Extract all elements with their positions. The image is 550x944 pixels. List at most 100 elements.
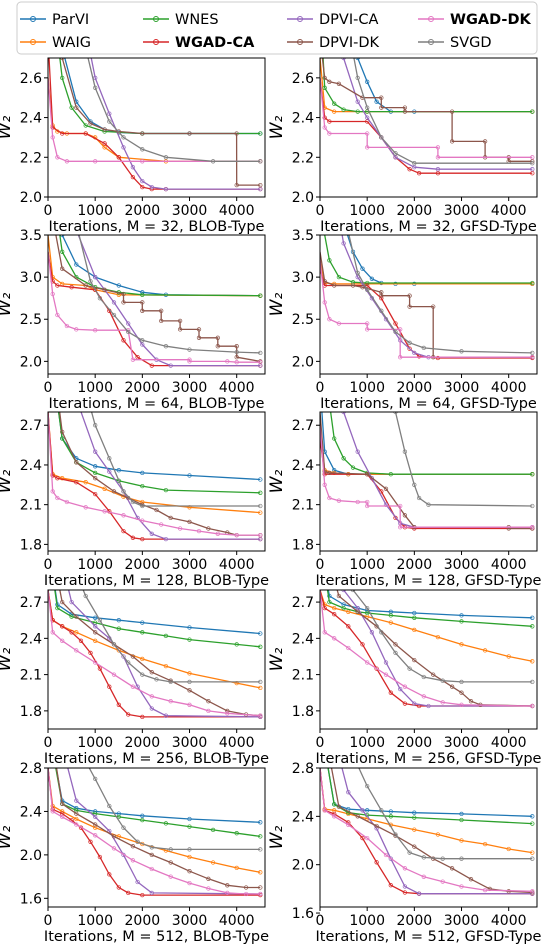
data-point xyxy=(60,131,65,136)
y-tick-label: 2.2 xyxy=(292,150,314,166)
x-tick-label: 3000 xyxy=(172,735,208,751)
data-point xyxy=(83,480,88,485)
data-point xyxy=(258,536,263,542)
data-point xyxy=(355,609,360,614)
x-tick-label: 2000 xyxy=(125,735,161,751)
data-point xyxy=(177,526,183,531)
data-point xyxy=(74,798,79,803)
series-line xyxy=(48,768,261,895)
data-point xyxy=(149,184,154,190)
data-point xyxy=(140,503,145,509)
data-point xyxy=(360,835,365,841)
series-line xyxy=(48,412,261,540)
x-axis-label: Iterations, M = 128, GFSD-Type xyxy=(316,573,542,589)
data-point xyxy=(121,654,126,659)
x-tick-label: 0 xyxy=(44,913,53,929)
data-point xyxy=(327,593,332,599)
legend-entry: SVGD xyxy=(418,35,492,51)
legend-label: DPVI-CA xyxy=(319,12,378,28)
data-point xyxy=(322,300,327,305)
y-tick-label: 2.5 xyxy=(20,312,42,328)
chart-panel: 0 1000 2000 3000 4000 1.6 2.0 2.4 2.8 Iterations,… xyxy=(267,761,542,944)
data-point xyxy=(60,814,65,820)
legend-label: ParVI xyxy=(52,12,89,28)
data-point xyxy=(332,814,337,819)
data-point xyxy=(60,638,65,643)
series-line xyxy=(59,412,261,536)
data-point xyxy=(168,699,173,704)
data-point xyxy=(350,465,356,470)
data-point xyxy=(107,872,112,877)
y-tick-label: 2.1 xyxy=(20,498,42,514)
data-point xyxy=(398,355,403,360)
data-point xyxy=(140,620,145,625)
data-point xyxy=(102,145,107,150)
series-line xyxy=(342,590,533,707)
x-tick-label: 1000 xyxy=(77,203,113,219)
data-point xyxy=(530,615,535,620)
series-line xyxy=(67,768,261,895)
data-point xyxy=(149,866,154,872)
data-point xyxy=(412,701,417,706)
data-point xyxy=(412,615,417,620)
data-point xyxy=(365,287,370,292)
data-point xyxy=(459,349,464,354)
data-point xyxy=(130,535,136,540)
x-tick-label: 2000 xyxy=(397,913,433,929)
series-line xyxy=(90,412,261,507)
data-point xyxy=(388,620,393,625)
data-point xyxy=(159,522,164,527)
y-axis-label: W₂ xyxy=(0,648,15,672)
data-point xyxy=(159,318,164,324)
series-group xyxy=(48,235,263,368)
series-group xyxy=(48,590,263,720)
data-point xyxy=(187,847,192,852)
legend-marker xyxy=(428,39,434,45)
data-point xyxy=(412,161,417,166)
data-point xyxy=(64,499,70,505)
x-tick-label: 2000 xyxy=(125,203,161,219)
data-point xyxy=(322,85,327,90)
legend-label: WGAD-CA xyxy=(175,35,255,51)
data-point xyxy=(102,127,107,132)
y-axis-label: W₂ xyxy=(267,116,287,140)
data-point xyxy=(449,684,455,689)
series-group xyxy=(320,768,535,896)
data-point xyxy=(121,825,126,830)
data-point xyxy=(412,610,417,616)
data-point xyxy=(449,109,455,114)
data-point xyxy=(210,860,216,865)
x-tick-label: 2000 xyxy=(397,557,433,573)
data-point xyxy=(93,833,98,838)
data-point xyxy=(74,630,79,635)
data-point xyxy=(421,874,426,879)
data-point xyxy=(206,708,211,714)
data-point xyxy=(346,645,351,651)
data-point xyxy=(111,312,117,318)
x-tick-label: 3000 xyxy=(444,557,480,573)
series-line xyxy=(78,235,261,354)
data-point xyxy=(468,877,474,882)
data-point xyxy=(398,503,403,509)
x-tick-label: 3000 xyxy=(172,913,208,929)
series-line xyxy=(320,251,533,358)
x-tick-label: 0 xyxy=(316,735,325,751)
series-line xyxy=(57,412,261,494)
data-point xyxy=(407,167,412,172)
data-point xyxy=(258,870,263,875)
data-point xyxy=(93,638,98,643)
y-tick-label: 2.7 xyxy=(292,418,314,434)
data-point xyxy=(83,123,88,128)
data-point xyxy=(435,832,441,837)
data-point xyxy=(168,860,173,865)
series-line xyxy=(48,77,261,162)
data-point xyxy=(365,835,370,841)
data-point xyxy=(130,357,136,362)
plot-frame xyxy=(319,767,538,908)
data-point xyxy=(93,776,98,782)
series-line xyxy=(352,590,533,683)
series-line xyxy=(55,235,261,363)
series-line xyxy=(54,590,261,648)
data-point xyxy=(187,347,192,352)
